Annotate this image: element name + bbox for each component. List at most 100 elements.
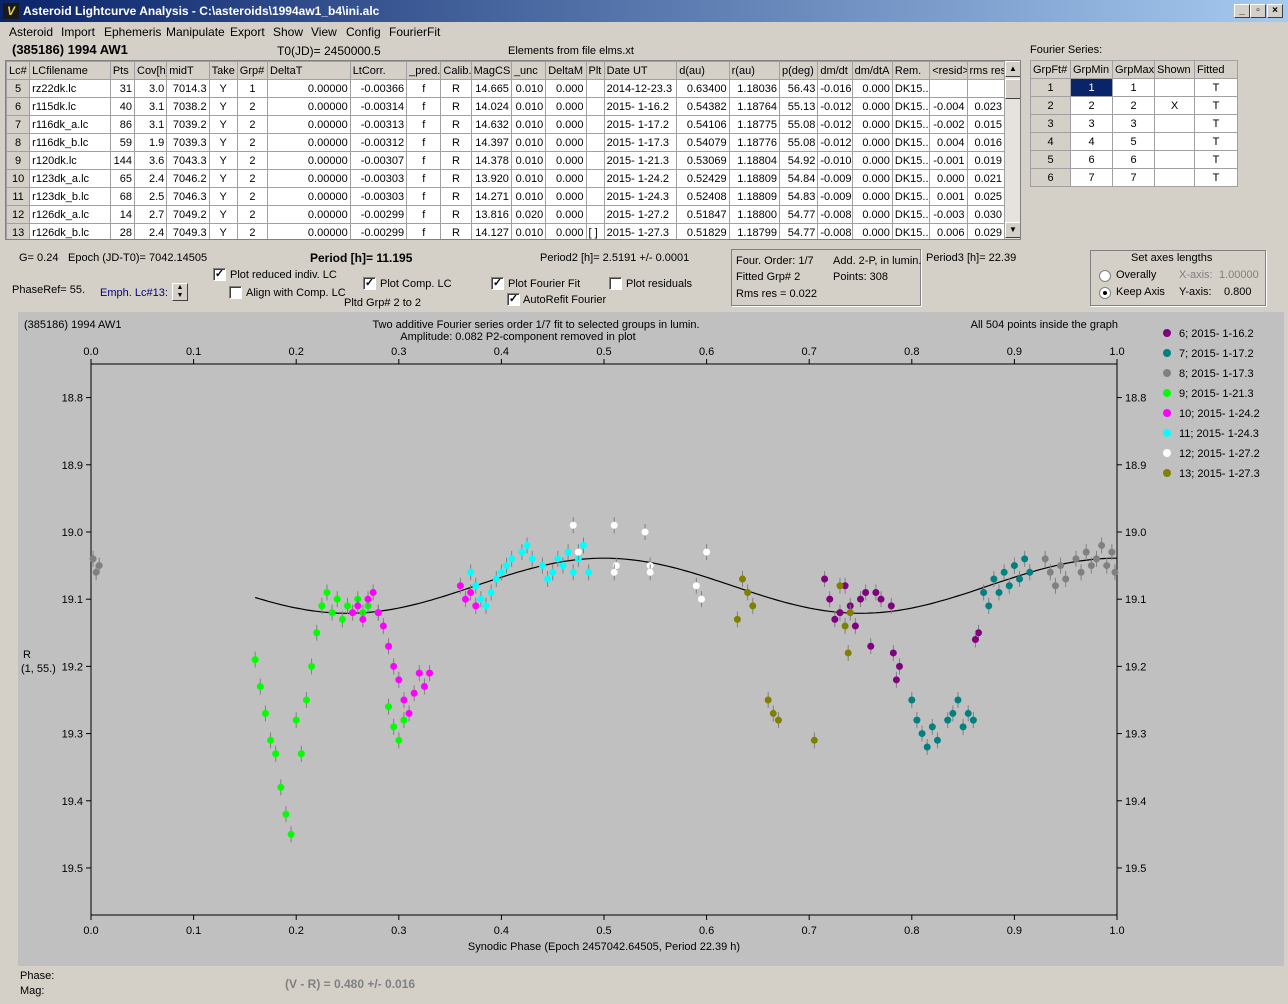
table-cell[interactable]: 14.024 bbox=[470, 97, 512, 116]
lc-col-header[interactable]: Cov[h] bbox=[133, 61, 168, 80]
table-cell[interactable]: f bbox=[406, 133, 442, 152]
table-cell[interactable]: 2.4 bbox=[133, 223, 168, 239]
table-cell[interactable]: -0.00314 bbox=[349, 97, 408, 116]
table-cell[interactable]: 0.010 bbox=[510, 187, 547, 206]
lc-col-header[interactable]: DeltaM bbox=[545, 61, 587, 80]
fourier-cell[interactable]: 6 bbox=[1112, 150, 1155, 169]
table-cell[interactable]: 2015- 1-17.3 bbox=[603, 133, 678, 152]
fourier-col-header[interactable]: GrpFt# bbox=[1030, 60, 1071, 79]
table-row[interactable]: 6 r115dk.lc 40 3.1 7038.2 Y 2 0.00000 -0.00314 f R… bbox=[6, 97, 1005, 116]
table-cell[interactable]: 0.000 bbox=[851, 223, 893, 239]
table-cell[interactable]: 3.1 bbox=[133, 115, 168, 134]
lc-col-header[interactable]: dm/dt bbox=[817, 61, 853, 80]
fourier-cell[interactable]: 5 bbox=[1030, 150, 1071, 169]
table-cell[interactable]: 0.00000 bbox=[267, 187, 351, 206]
table-cell[interactable]: 14.271 bbox=[470, 187, 512, 206]
table-cell[interactable]: -0.00299 bbox=[349, 223, 408, 239]
menu-show[interactable]: Show bbox=[273, 25, 304, 39]
table-cell[interactable]: 3.6 bbox=[133, 151, 168, 170]
table-cell[interactable]: f bbox=[406, 169, 442, 188]
table-cell[interactable]: 40 bbox=[109, 97, 136, 116]
table-cell[interactable]: 7043.3 bbox=[166, 151, 210, 170]
table-cell[interactable]: 10 bbox=[6, 169, 31, 188]
lc-col-header[interactable]: _pred. bbox=[406, 61, 442, 80]
keep-axis-radio[interactable] bbox=[1099, 287, 1111, 299]
table-cell[interactable]: 68 bbox=[109, 187, 136, 206]
fourier-cell[interactable]: T bbox=[1194, 150, 1238, 169]
fourier-cell[interactable]: T bbox=[1194, 132, 1238, 151]
table-cell[interactable]: Y bbox=[208, 133, 238, 152]
fourier-col-header[interactable]: GrpMin bbox=[1070, 60, 1113, 79]
table-cell[interactable]: 1.9 bbox=[133, 133, 168, 152]
table-cell[interactable]: 0.00000 bbox=[267, 133, 351, 152]
table-cell[interactable]: R bbox=[440, 151, 472, 170]
table-cell[interactable]: -0.009 bbox=[817, 187, 853, 206]
table-cell[interactable]: 0.000 bbox=[851, 133, 893, 152]
fourier-cell[interactable]: T bbox=[1194, 168, 1238, 187]
lc-col-header[interactable]: Pts bbox=[109, 61, 136, 80]
table-cell[interactable]: 2015- 1-27.3 bbox=[603, 223, 678, 239]
fourier-cell[interactable]: T bbox=[1194, 78, 1238, 97]
table-cell[interactable]: 28 bbox=[109, 223, 136, 239]
table-cell[interactable]: 2 bbox=[236, 115, 269, 134]
autorefit-checkbox[interactable]: ✓ bbox=[507, 293, 520, 306]
scroll-thumb[interactable] bbox=[1005, 79, 1020, 99]
table-cell[interactable]: 1.18036 bbox=[728, 79, 781, 98]
table-cell[interactable]: 7046.3 bbox=[166, 187, 210, 206]
lc-col-header[interactable]: r(au) bbox=[728, 61, 781, 80]
y-axis-value[interactable]: 0.800 bbox=[1224, 286, 1252, 298]
fourier-col-header[interactable]: Shown bbox=[1154, 60, 1195, 79]
table-cell[interactable]: 0.000 bbox=[851, 205, 893, 224]
lc-col-header[interactable]: rms res bbox=[966, 61, 1005, 80]
table-cell[interactable]: 0.020 bbox=[510, 205, 547, 224]
table-cell[interactable]: 59 bbox=[109, 133, 136, 152]
table-cell[interactable]: 0.000 bbox=[545, 223, 587, 239]
lc-col-header[interactable]: Calib. bbox=[440, 61, 472, 80]
table-cell[interactable]: 2.5 bbox=[133, 187, 168, 206]
table-cell[interactable]: Y bbox=[208, 169, 238, 188]
menu-ephemeris[interactable]: Ephemeris bbox=[104, 25, 162, 39]
table-cell[interactable]: 0.00000 bbox=[267, 97, 351, 116]
table-cell[interactable]: DK15.. bbox=[891, 115, 931, 134]
table-cell[interactable]: 54.83 bbox=[779, 187, 819, 206]
table-cell[interactable]: R bbox=[440, 133, 472, 152]
table-cell[interactable]: 0.029 bbox=[966, 223, 1005, 239]
menu-export[interactable]: Export bbox=[230, 25, 265, 39]
table-cell[interactable]: -0.00303 bbox=[349, 187, 408, 206]
table-cell[interactable]: 2015- 1-24.3 bbox=[603, 187, 678, 206]
table-cell[interactable]: 54.77 bbox=[779, 205, 819, 224]
table-row[interactable]: 10 r123dk_a.lc 65 2.4 7046.2 Y 2 0.00000 -0.0030… bbox=[6, 169, 1005, 188]
table-cell[interactable] bbox=[929, 79, 968, 98]
table-cell[interactable]: R bbox=[440, 223, 472, 239]
table-cell[interactable]: 0.52408 bbox=[676, 187, 730, 206]
table-cell[interactable]: 0.54382 bbox=[676, 97, 730, 116]
table-cell[interactable]: -0.004 bbox=[929, 97, 968, 116]
table-cell[interactable] bbox=[585, 115, 605, 134]
table-cell[interactable] bbox=[585, 169, 605, 188]
lc-col-header[interactable]: _unc bbox=[510, 61, 547, 80]
table-cell[interactable]: 1.18764 bbox=[728, 97, 781, 116]
fourier-col-header[interactable]: GrpMax bbox=[1112, 60, 1155, 79]
menu-config[interactable]: Config bbox=[346, 25, 381, 39]
plot-reduced-checkbox[interactable]: ✓ bbox=[213, 268, 226, 281]
table-cell[interactable]: R bbox=[440, 79, 472, 98]
table-cell[interactable]: R bbox=[440, 97, 472, 116]
table-cell[interactable]: 2.4 bbox=[133, 169, 168, 188]
table-cell[interactable]: Y bbox=[208, 205, 238, 224]
table-cell[interactable]: 54.84 bbox=[779, 169, 819, 188]
fourier-cell[interactable] bbox=[1154, 132, 1195, 151]
table-cell[interactable]: R bbox=[440, 205, 472, 224]
table-cell[interactable]: DK15.. bbox=[891, 79, 931, 98]
table-cell[interactable]: 7 bbox=[6, 115, 31, 134]
table-cell[interactable]: 0.000 bbox=[929, 169, 968, 188]
table-cell[interactable]: 7038.2 bbox=[166, 97, 210, 116]
table-cell[interactable]: 0.00000 bbox=[267, 151, 351, 170]
lc-col-header[interactable]: Lc# bbox=[6, 61, 31, 80]
table-cell[interactable]: r126dk_b.lc bbox=[29, 223, 111, 239]
fourier-cell[interactable]: 7 bbox=[1112, 168, 1155, 187]
